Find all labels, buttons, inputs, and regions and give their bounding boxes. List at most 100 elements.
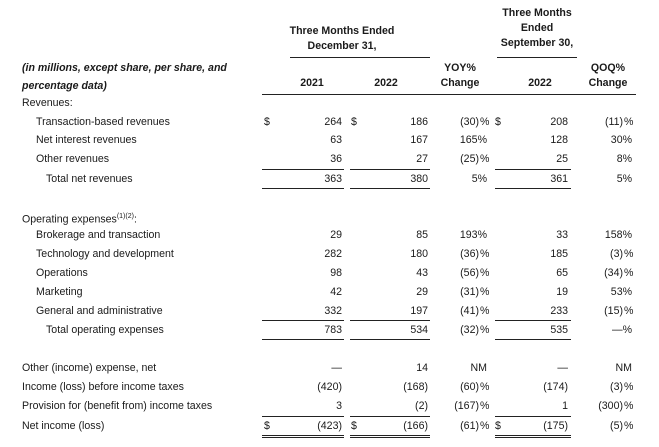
cell-sep-2022: 65	[556, 267, 568, 279]
cell-2022: 186	[410, 116, 428, 128]
cell-yoy: 165%	[459, 134, 487, 146]
cell-2021: 63	[330, 134, 342, 146]
cell-2022: 29	[416, 286, 428, 298]
subtotal-rule	[495, 320, 571, 321]
header-rule-sep	[497, 57, 577, 58]
cell-2021: 29	[330, 229, 342, 241]
header-three-months-dec: Three Months Ended December 31,	[289, 25, 395, 52]
table-row: Net income (loss) $ (423) $ (166) (61)% $ (175)…	[0, 417, 659, 436]
cell-qoq: (300)	[598, 400, 623, 412]
header-sep-2022: 2022	[528, 77, 552, 89]
cell-qoq: (5)	[610, 420, 623, 432]
row-label: Income (loss) before income taxes	[22, 381, 184, 393]
cell-sep-2022: 19	[556, 286, 568, 298]
cell-qoq: 8%	[616, 153, 632, 165]
table-note: (in millions, except share, per share, a…	[22, 62, 227, 92]
double-rule	[495, 437, 571, 438]
table-row: Income (loss) before income taxes (420) (1…	[0, 378, 659, 397]
table-row: Total net revenues 363 380 5% 361 5%	[0, 170, 659, 189]
cell-2022: 180	[410, 248, 428, 260]
cell-2022: 43	[416, 267, 428, 279]
row-label: Transaction-based revenues	[36, 116, 170, 128]
cell-2021: 98	[330, 267, 342, 279]
cell-2022: (168)	[403, 381, 428, 393]
total-rule	[495, 339, 571, 340]
cell-yoy: (30)	[460, 116, 479, 128]
cell-yoy: (32)	[460, 324, 479, 336]
cell-qoq-pct: %	[624, 248, 634, 260]
cell-qoq-pct: %	[624, 400, 634, 412]
cell-2021: 42	[330, 286, 342, 298]
table-row: Marketing 42 29 (31)% 19 53%	[0, 283, 659, 302]
row-label: Total operating expenses	[46, 324, 164, 336]
row-label: Provision for (benefit from) income taxe…	[22, 400, 213, 412]
cell-sep-2022: 25	[556, 153, 568, 165]
table-row: Technology and development 282 180 (36)% 185…	[0, 245, 659, 264]
cell-sep-2022: (175)	[543, 420, 568, 432]
header-rule-dec	[290, 57, 430, 58]
cell-yoy-pct: %	[480, 381, 490, 393]
cell-2021: (420)	[317, 381, 342, 393]
table-row: Net interest revenues 63 167 165% 128 30%	[0, 131, 659, 150]
cell-qoq: (11)	[604, 116, 623, 128]
subtotal-rule	[495, 169, 571, 170]
subtotal-rule	[350, 320, 430, 321]
cell-2022: 167	[410, 134, 428, 146]
cell-2021: 3	[336, 400, 342, 412]
cell-yoy-pct: %	[480, 248, 490, 260]
cell-yoy: (61)	[460, 420, 479, 432]
cell-yoy-pct: %	[480, 286, 490, 298]
cell-yoy-pct: %	[480, 153, 490, 165]
cell-yoy: (36)	[460, 248, 479, 260]
header-three-months-sep: Three Months Ended September 30,	[500, 7, 574, 49]
cell-sep-2022: 33	[556, 229, 568, 241]
row-label: Other revenues	[36, 153, 110, 165]
cell-sep-2022: 535	[550, 324, 568, 336]
cell-2021: (423)	[317, 420, 342, 432]
table-row: Provision for (benefit from) income taxe…	[0, 397, 659, 416]
cell-2022: 27	[416, 153, 428, 165]
total-rule	[262, 339, 344, 340]
row-label: General and administrative	[36, 305, 163, 317]
cell-sep-2022: 1	[562, 400, 568, 412]
total-rule	[495, 188, 571, 189]
double-rule	[350, 437, 430, 438]
cell-qoq: 53%	[610, 286, 632, 298]
subtotal-rule	[262, 169, 344, 170]
cell-yoy-pct: %	[480, 324, 490, 336]
cell-yoy: (60)	[460, 381, 479, 393]
row-label: Technology and development	[36, 248, 174, 260]
dollar-sign: $	[351, 116, 357, 128]
double-rule	[262, 437, 344, 438]
cell-yoy-pct: %	[480, 305, 490, 317]
cell-yoy: (31)	[460, 286, 479, 298]
cell-qoq-pct: %	[624, 305, 634, 317]
table-row: General and administrative 332 197 (41)% 233…	[0, 302, 659, 321]
total-rule	[262, 188, 344, 189]
cell-yoy: NM	[470, 362, 487, 374]
cell-2021: 363	[324, 173, 342, 185]
subtotal-rule	[350, 416, 430, 417]
dollar-sign: $	[495, 420, 501, 432]
table-row: Other (income) expense, net — 14 NM — NM	[0, 359, 659, 378]
cell-qoq: (3)	[610, 381, 623, 393]
cell-2021: 36	[330, 153, 342, 165]
total-rule	[350, 339, 430, 340]
cell-qoq-pct: %	[624, 267, 634, 279]
cell-2021: 264	[324, 116, 342, 128]
total-rule	[495, 435, 571, 436]
cell-qoq: NM	[615, 362, 632, 374]
cell-sep-2022: 208	[550, 116, 568, 128]
cell-yoy: (56)	[460, 267, 479, 279]
section-operating-expenses: Operating expenses(1)(2):	[22, 213, 137, 226]
dollar-sign: $	[264, 420, 270, 432]
cell-yoy: 5%	[471, 173, 487, 185]
cell-sep-2022: 233	[550, 305, 568, 317]
row-label: Total net revenues	[46, 173, 133, 185]
cell-sep-2022: 185	[550, 248, 568, 260]
table-row: Operations 98 43 (56)% 65 (34)%	[0, 264, 659, 283]
total-rule	[262, 435, 344, 436]
cell-qoq: 30%	[610, 134, 632, 146]
table-row: Total operating expenses 783 534 (32)% 535 —%	[0, 321, 659, 340]
cell-qoq: (3)	[610, 248, 623, 260]
